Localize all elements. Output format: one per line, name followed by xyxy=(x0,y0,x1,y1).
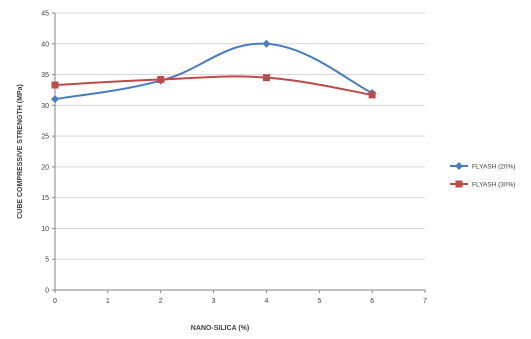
y-tick-labels: 0 5 10 15 20 25 30 35 40 45 xyxy=(41,11,55,295)
data-point xyxy=(157,75,165,83)
x-tick-label: 3 xyxy=(212,298,216,305)
y-tick-label: 15 xyxy=(41,195,49,202)
series-1 xyxy=(51,39,377,104)
y-tick-label: 40 xyxy=(41,41,49,48)
legend-label: FLYASH (30%) xyxy=(472,182,515,189)
axes xyxy=(54,13,425,291)
x-tick-labels: 0 1 2 3 4 5 6 7 xyxy=(53,290,427,305)
y-tick-label: 25 xyxy=(41,134,49,141)
y-tick-label: 5 xyxy=(45,257,49,264)
x-tick-label: 4 xyxy=(264,298,268,305)
series-line-2 xyxy=(54,75,373,96)
x-tick-label: 1 xyxy=(106,298,110,305)
legend-item-2: FLYASH (30%) xyxy=(450,180,515,189)
y-tick-label: 45 xyxy=(41,11,49,18)
x-tick-label: 0 xyxy=(53,298,57,305)
x-tick-label: 5 xyxy=(317,298,321,305)
x-axis-title: NANO-SILICA (%) xyxy=(191,325,249,332)
legend-swatch-marker xyxy=(455,180,463,188)
x-tick-label: 6 xyxy=(370,298,374,305)
data-point xyxy=(262,39,271,48)
data-point xyxy=(262,74,270,82)
data-point xyxy=(368,91,376,99)
series-layer xyxy=(51,39,377,104)
data-point xyxy=(51,95,59,104)
legend: FLYASH (20%) FLYASH (30%) xyxy=(450,162,515,189)
y-axis-title: CUBE COMPRESSIVE STRENGTH (MPa) xyxy=(17,84,24,219)
series-line-1 xyxy=(54,42,373,101)
legend-label: FLYASH (20%) xyxy=(472,164,515,171)
y-tick-label: 20 xyxy=(41,164,49,171)
y-tick-label: 30 xyxy=(41,103,49,110)
series-2 xyxy=(51,74,376,99)
legend-swatch-marker xyxy=(455,162,463,170)
y-tick-label: 10 xyxy=(41,226,49,233)
y-tick-label: 35 xyxy=(41,72,49,79)
y-tick-label: 0 xyxy=(45,288,49,295)
x-tick-label: 7 xyxy=(423,298,427,305)
legend-item-1: FLYASH (20%) xyxy=(450,162,515,171)
data-point xyxy=(51,81,59,89)
x-tick-label: 2 xyxy=(159,298,163,305)
gridlines xyxy=(55,12,425,291)
